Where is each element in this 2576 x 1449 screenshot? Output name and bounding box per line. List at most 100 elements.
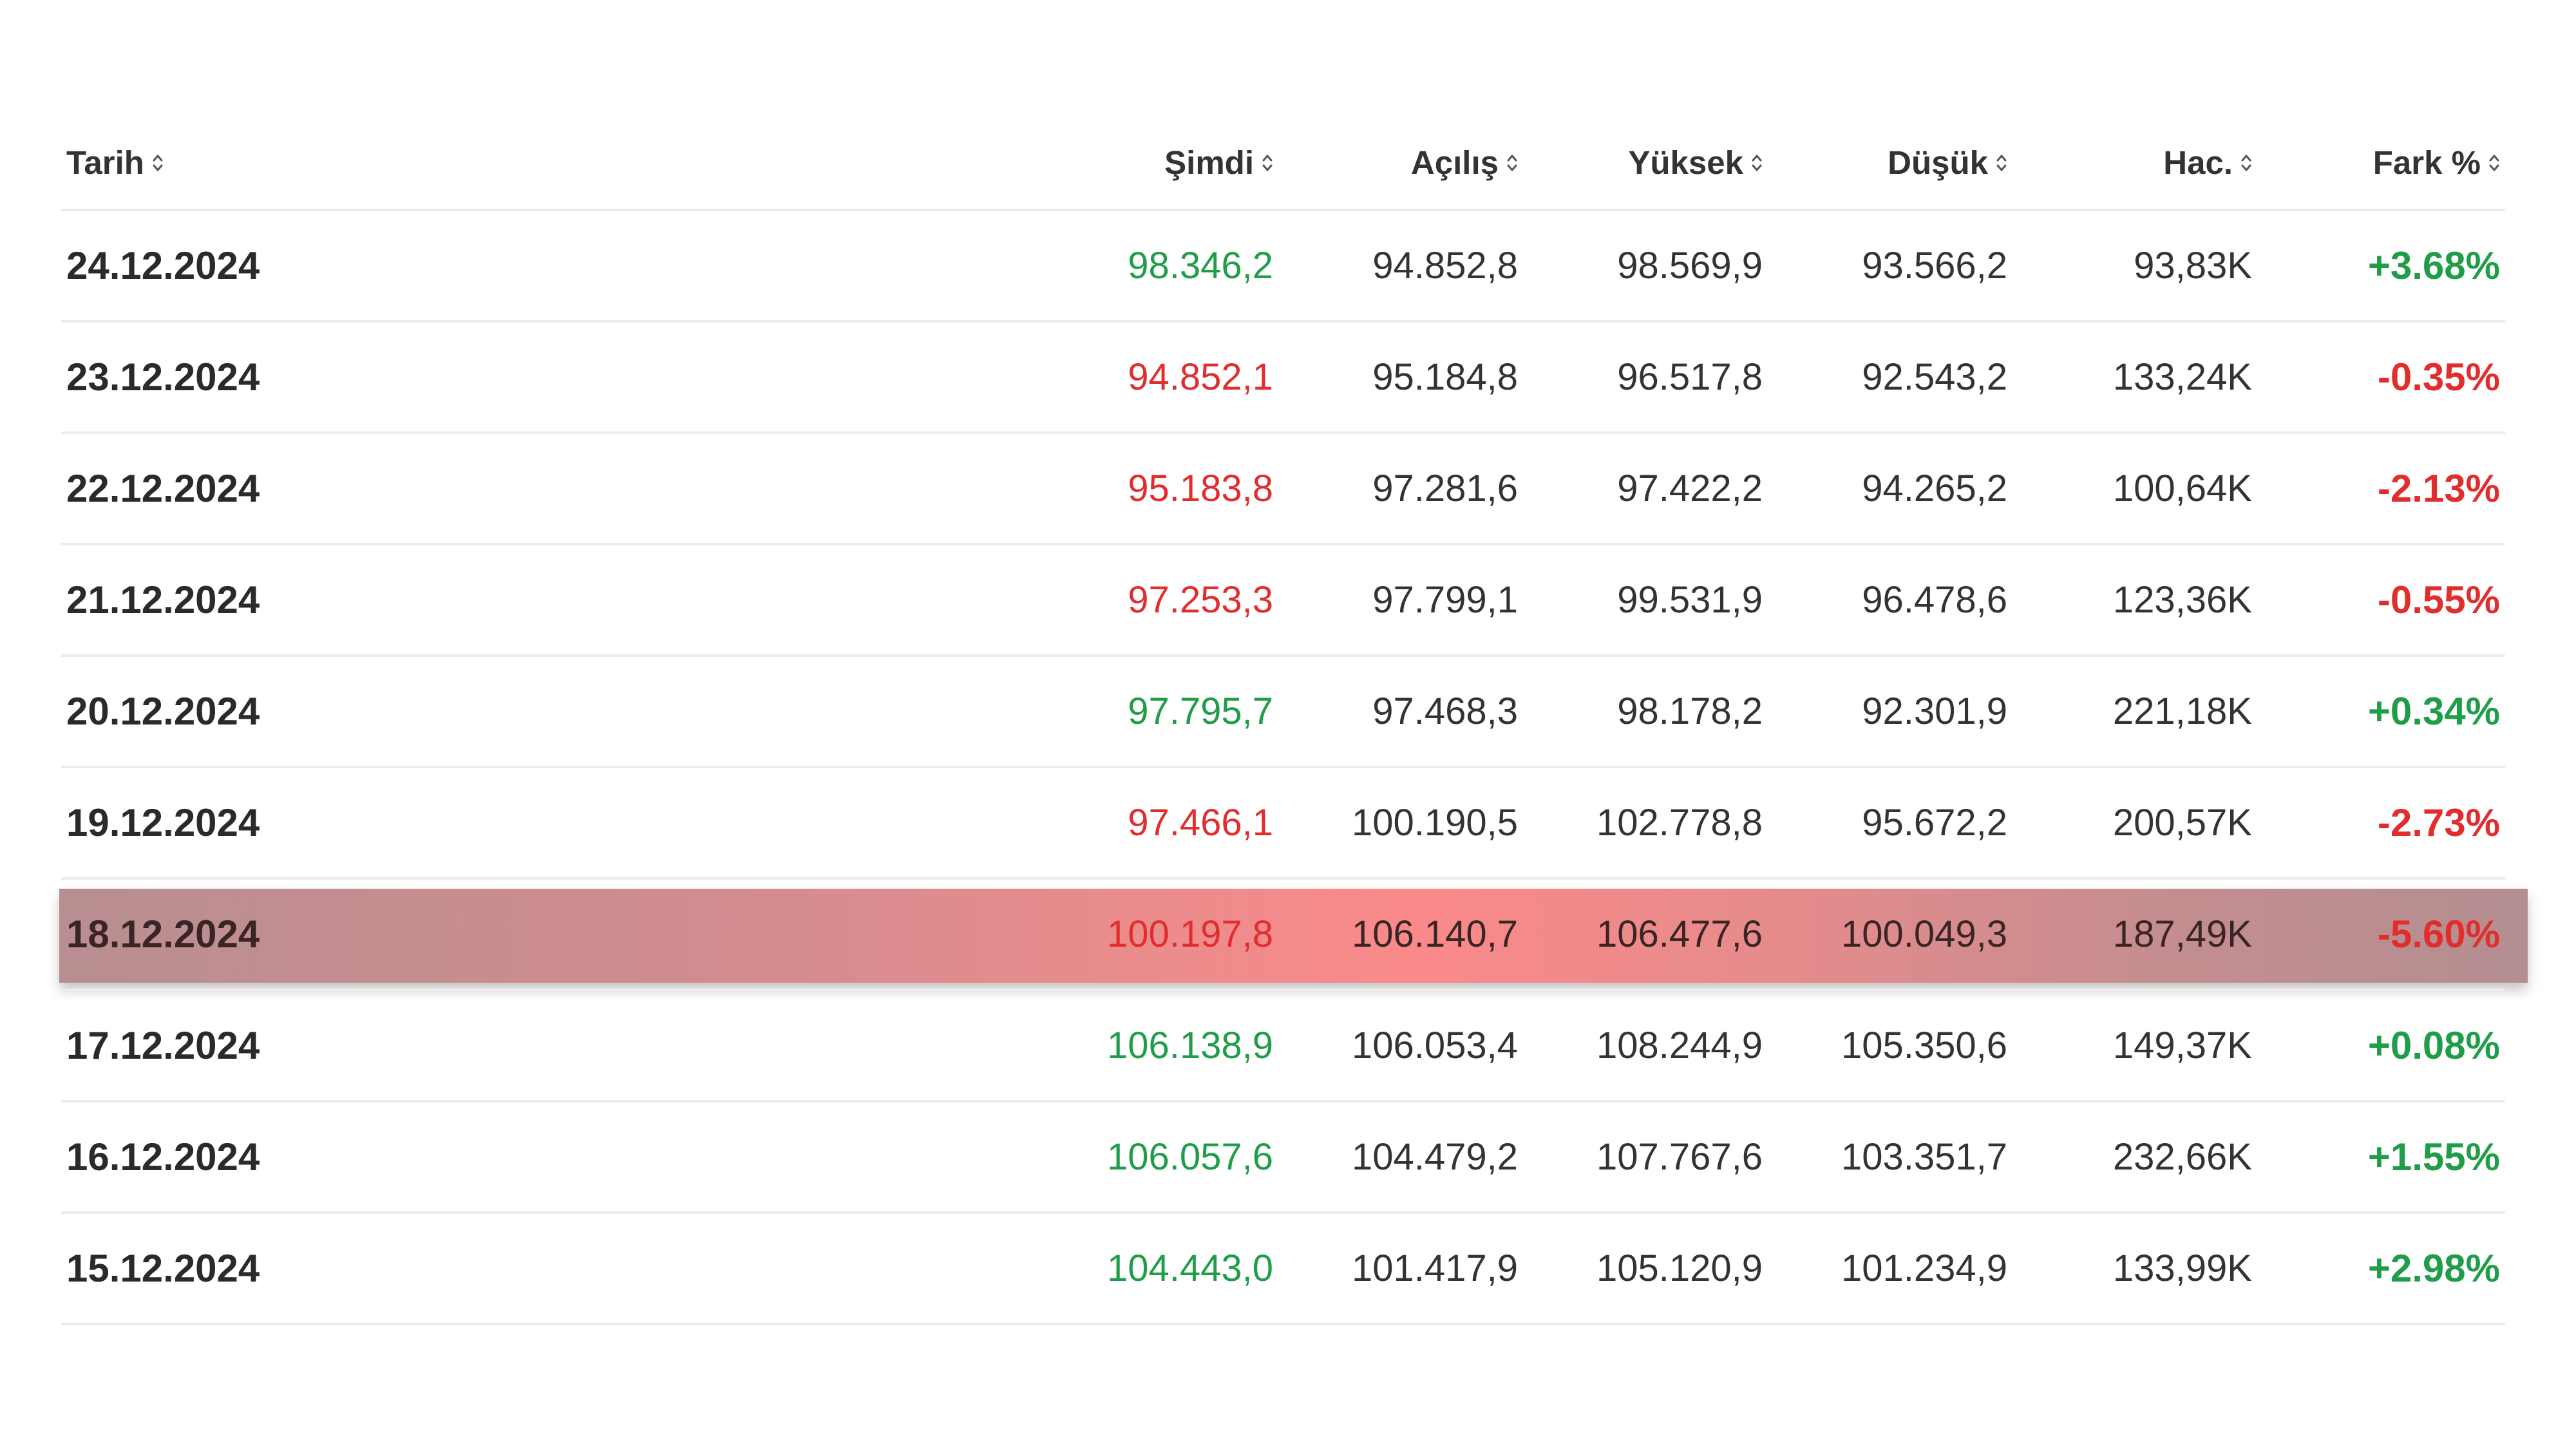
- table-row[interactable]: 23.12.2024 94.852,1 95.184,8 96.517,8 92.543…: [61, 323, 2505, 434]
- cell-low: 94.265,2: [1862, 468, 2007, 509]
- sort-icon: [1752, 155, 1762, 171]
- column-header-label: Fark %: [2372, 144, 2481, 181]
- cell-now: 106.138,9: [1106, 1025, 1273, 1066]
- table-row[interactable]: 17.12.2024 106.138,9 106.053,4 108.244,9 105…: [61, 991, 2505, 1103]
- cell-open: 101.417,9: [1351, 1247, 1518, 1289]
- cell-high: 106.477,6: [1596, 913, 1763, 955]
- cell-now: 94.852,1: [1128, 356, 1273, 398]
- sort-icon: [1262, 155, 1273, 171]
- cell-volume: 133,24K: [2112, 356, 2252, 398]
- cell-date: 18.12.2024: [66, 913, 260, 956]
- sort-icon: [2241, 155, 2251, 171]
- column-header-label: Yüksek: [1628, 144, 1743, 181]
- table-row-selected[interactable]: 18.12.2024 100.197,8 106.140,7 106.477,6 100…: [61, 880, 2505, 991]
- cell-change-percent: +1.55%: [2367, 1135, 2500, 1179]
- column-header-low[interactable]: Düşük: [1768, 144, 2012, 182]
- column-header-open[interactable]: Açılış: [1278, 144, 1523, 182]
- cell-change-percent: -0.55%: [2377, 578, 2500, 621]
- cell-change-percent: +2.98%: [2367, 1247, 2500, 1290]
- cell-low: 92.543,2: [1862, 356, 2007, 398]
- cell-date: 19.12.2024: [66, 801, 260, 844]
- sort-icon: [1507, 155, 1517, 171]
- cell-change-percent: -2.73%: [2377, 801, 2500, 844]
- cell-date: 23.12.2024: [66, 355, 260, 399]
- historical-data-table: Tarih Şimdi Açılış Yüksek Düşük Hac. Fark % 24…: [61, 116, 2505, 1325]
- cell-now: 104.443,0: [1106, 1247, 1273, 1289]
- cell-low: 101.234,9: [1841, 1247, 2007, 1289]
- cell-low: 105.350,6: [1841, 1025, 2007, 1066]
- cell-date: 24.12.2024: [66, 244, 260, 287]
- cell-low: 96.478,6: [1862, 579, 2007, 621]
- cell-now: 95.183,8: [1128, 468, 1273, 509]
- cell-high: 99.531,9: [1617, 579, 1763, 621]
- cell-date: 21.12.2024: [66, 578, 260, 621]
- cell-date: 16.12.2024: [66, 1135, 260, 1179]
- table-row[interactable]: 22.12.2024 95.183,8 97.281,6 97.422,2 94.265…: [61, 434, 2505, 545]
- cell-change-percent: +0.08%: [2367, 1024, 2500, 1067]
- column-header-date[interactable]: Tarih: [61, 144, 705, 182]
- table-row[interactable]: 15.12.2024 104.443,0 101.417,9 105.120,9 101…: [61, 1214, 2505, 1325]
- cell-open: 97.799,1: [1372, 579, 1518, 621]
- cell-high: 97.422,2: [1617, 468, 1763, 509]
- cell-high: 107.767,6: [1596, 1136, 1763, 1178]
- cell-low: 95.672,2: [1862, 802, 2007, 844]
- column-header-high[interactable]: Yüksek: [1523, 144, 1768, 182]
- cell-low: 100.049,3: [1841, 913, 2007, 955]
- sort-icon: [1996, 155, 2007, 171]
- cell-volume: 232,66K: [2112, 1136, 2252, 1178]
- cell-open: 94.852,8: [1372, 245, 1518, 287]
- cell-now: 106.057,6: [1106, 1136, 1273, 1178]
- cell-volume: 133,99K: [2112, 1247, 2252, 1289]
- table-row[interactable]: 20.12.2024 97.795,7 97.468,3 98.178,2 92.301…: [61, 657, 2505, 768]
- cell-open: 104.479,2: [1351, 1136, 1518, 1178]
- cell-open: 100.190,5: [1351, 802, 1518, 844]
- column-header-volume[interactable]: Hac.: [2012, 144, 2257, 182]
- cell-volume: 200,57K: [2112, 802, 2252, 844]
- column-header-label: Düşük: [1888, 144, 1988, 181]
- cell-volume: 100,64K: [2112, 468, 2252, 509]
- cell-open: 106.140,7: [1351, 913, 1518, 955]
- cell-high: 98.178,2: [1617, 690, 1763, 732]
- column-header-label: Tarih: [66, 144, 144, 181]
- column-header-label: Şimdi: [1164, 144, 1254, 181]
- cell-date: 20.12.2024: [66, 690, 260, 733]
- cell-low: 103.351,7: [1841, 1136, 2007, 1178]
- selected-row-highlight: [59, 889, 2528, 983]
- cell-change-percent: +0.34%: [2367, 690, 2500, 733]
- column-header-now[interactable]: Şimdi: [705, 144, 1278, 182]
- cell-open: 97.468,3: [1372, 690, 1518, 732]
- cell-high: 105.120,9: [1596, 1247, 1763, 1289]
- table-row[interactable]: 19.12.2024 97.466,1 100.190,5 102.778,8 95.6…: [61, 768, 2505, 880]
- cell-volume: 93,83K: [2134, 245, 2252, 287]
- cell-date: 15.12.2024: [66, 1247, 260, 1290]
- cell-date: 22.12.2024: [66, 467, 260, 510]
- cell-volume: 123,36K: [2112, 579, 2252, 621]
- cell-change-percent: -0.35%: [2377, 355, 2500, 399]
- cell-date: 17.12.2024: [66, 1024, 260, 1067]
- cell-low: 92.301,9: [1862, 690, 2007, 732]
- cell-change-percent: +3.68%: [2367, 244, 2500, 287]
- cell-open: 97.281,6: [1372, 468, 1518, 509]
- table-row[interactable]: 24.12.2024 98.346,2 94.852,8 98.569,9 93.566…: [61, 211, 2505, 323]
- table-body: 24.12.2024 98.346,2 94.852,8 98.569,9 93.566…: [61, 211, 2505, 1325]
- column-header-label: Hac.: [2163, 144, 2233, 181]
- cell-high: 102.778,8: [1596, 802, 1763, 844]
- cell-high: 96.517,8: [1617, 356, 1763, 398]
- column-header-label: Açılış: [1410, 144, 1499, 181]
- table-row[interactable]: 16.12.2024 106.057,6 104.479,2 107.767,6 103…: [61, 1103, 2505, 1214]
- cell-now: 100.197,8: [1106, 913, 1273, 955]
- cell-open: 95.184,8: [1372, 356, 1518, 398]
- cell-volume: 187,49K: [2112, 913, 2252, 955]
- cell-change-percent: -5.60%: [2377, 913, 2500, 956]
- cell-now: 97.466,1: [1128, 802, 1273, 844]
- sort-icon: [153, 155, 163, 171]
- cell-high: 98.569,9: [1617, 245, 1763, 287]
- cell-now: 97.795,7: [1128, 690, 1273, 732]
- table-row[interactable]: 21.12.2024 97.253,3 97.799,1 99.531,9 96.478…: [61, 545, 2505, 657]
- cell-change-percent: -2.13%: [2377, 467, 2500, 510]
- cell-high: 108.244,9: [1596, 1025, 1763, 1066]
- column-header-change-percent[interactable]: Fark %: [2257, 144, 2505, 182]
- cell-now: 97.253,3: [1128, 579, 1273, 621]
- cell-volume: 221,18K: [2112, 690, 2252, 732]
